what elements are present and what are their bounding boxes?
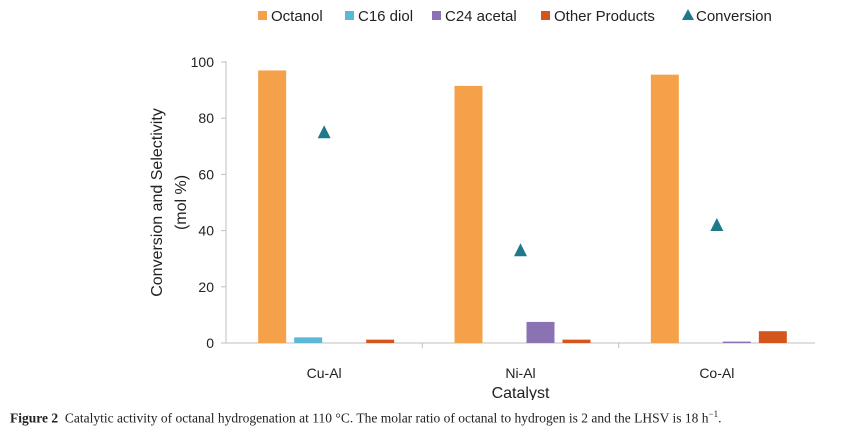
bar-c24-acetal-co-al	[722, 341, 751, 343]
x-tick-label: Ni-Al	[505, 365, 535, 381]
bar-c16-diol-cu-al	[294, 337, 323, 343]
legend-swatch-c16-diol	[345, 11, 354, 20]
legend: Octanol C16 diol C24 acetal Other Products C…	[258, 8, 772, 25]
legend-swatch-other-products	[541, 11, 550, 20]
bar-other-products-cu-al	[366, 339, 395, 343]
legend-label-octanol: Octanol	[271, 8, 323, 25]
legend-label-c16-diol: C16 diol	[358, 8, 413, 25]
y-tick-label: 0	[206, 335, 214, 351]
x-axis: Cu-Al Ni-Al Co-Al Catalyst	[226, 342, 815, 400]
legend-swatch-conversion	[682, 9, 694, 20]
y-tick-label: 60	[198, 166, 214, 182]
legend-swatch-c24-acetal	[432, 11, 441, 20]
caption-superscript: −1	[708, 409, 719, 419]
bar-octanol-ni-al	[454, 85, 483, 343]
caption-label: Figure 2	[10, 410, 59, 426]
bar-other-products-co-al	[758, 331, 787, 343]
caption-text: Catalytic activity of octanal hydrogenat…	[64, 410, 709, 426]
conversion-markers	[317, 125, 724, 257]
legend-swatch-octanol	[258, 11, 267, 20]
y-axis: 0 20 40 60 80 100 Conversion and Selectivity (m…	[149, 54, 227, 351]
marker-conversion-cu-al	[317, 125, 331, 139]
marker-conversion-ni-al	[514, 243, 527, 257]
y-tick-label: 100	[191, 54, 215, 70]
x-axis-title: Catalyst	[492, 385, 550, 400]
y-axis-unit: (mol %)	[173, 175, 190, 230]
bar-c24-acetal-ni-al	[526, 321, 555, 343]
y-tick-label: 40	[198, 223, 214, 239]
legend-label-c24-acetal: C24 acetal	[445, 8, 517, 25]
chart: Octanol C16 diol C24 acetal Other Products C…	[149, 8, 815, 400]
bar-other-products-ni-al	[562, 339, 591, 343]
marker-conversion-co-al	[710, 217, 724, 231]
y-tick-label: 80	[198, 110, 214, 126]
bars	[258, 70, 787, 344]
legend-label-other-products: Other Products	[554, 8, 655, 25]
bar-octanol-co-al	[650, 74, 679, 344]
figure-caption: Figure 2 Catalytic activity of octanal h…	[10, 409, 840, 427]
x-tick-label: Cu-Al	[307, 365, 342, 381]
bar-octanol-cu-al	[258, 70, 287, 344]
caption-end: .	[718, 410, 722, 426]
legend-label-conversion: Conversion	[696, 8, 772, 25]
x-tick-label: Co-Al	[699, 365, 734, 381]
y-axis-title: Conversion and Selectivity	[149, 108, 166, 297]
y-tick-label: 20	[198, 279, 214, 295]
